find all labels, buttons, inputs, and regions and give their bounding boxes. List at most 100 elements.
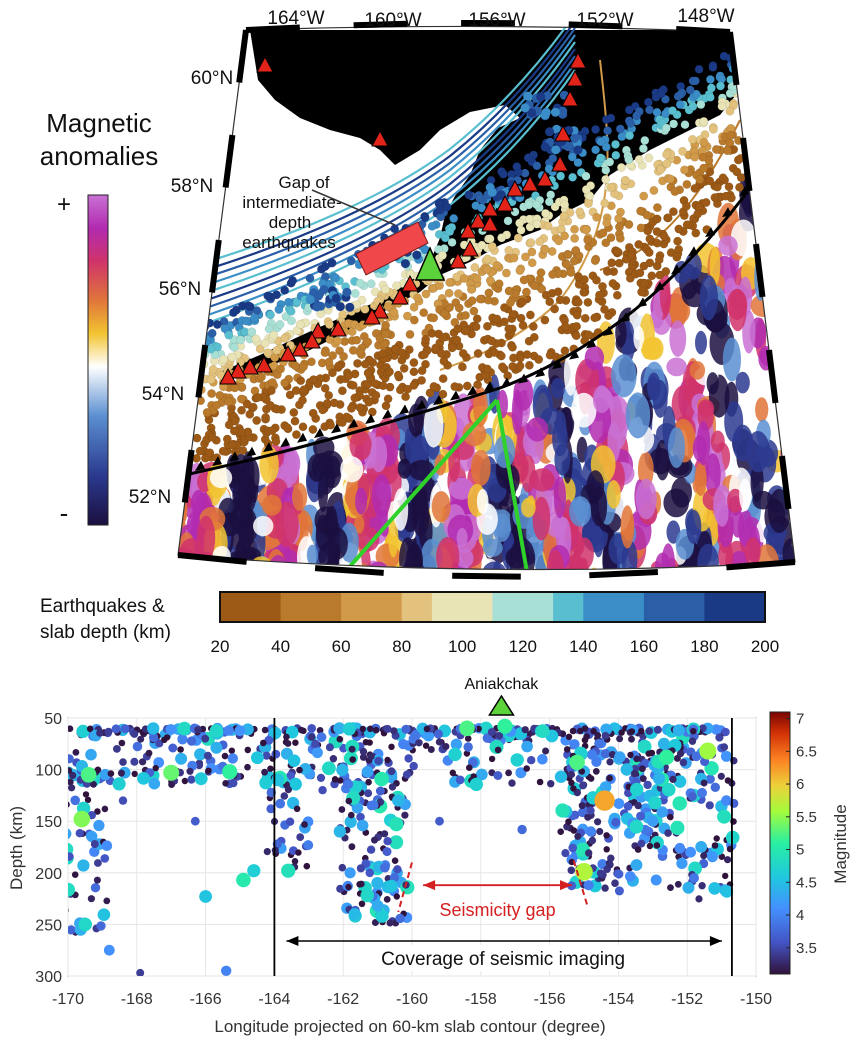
map-earthquake-dot [428,222,436,230]
section-earthquake-dot [669,776,676,783]
section-earthquake-dot [222,764,237,779]
section-earthquake-dot [594,818,601,825]
map-earthquake-dot [544,222,552,230]
section-earthquake-dot [555,803,569,817]
map-earthquake-dot [487,337,495,345]
map-earthquake-dot [261,339,269,347]
depth-colorbar-segment [432,592,463,622]
section-earthquake-dot [574,833,581,840]
magnetic-anomaly-blob [589,568,599,592]
section-earthquake-dot [222,780,229,787]
section-earthquake-dot [63,801,70,808]
section-earthquake-dot [360,726,366,732]
map-earthquake-dot [216,391,224,399]
magnetic-anomaly-blob [668,427,685,468]
map-earthquake-dot [522,288,530,296]
section-earthquake-dot [371,837,378,844]
section-earthquake-dot [673,724,685,736]
magnetic-plus-label: + [57,191,71,218]
magnetic-anomaly-blob [409,565,420,593]
magnitude-tick-label: 5.5 [796,809,817,826]
x-axis-label: Longitude projected on 60-km slab contou… [214,1017,605,1036]
section-earthquake-dot [262,727,269,734]
map-earthquake-dot [561,322,569,330]
section-earthquake-dot [579,802,586,809]
lon-label-156w: 156°W [468,10,525,31]
map-earthquake-dot [207,376,215,384]
map-earthquake-dot [441,234,449,242]
section-earthquake-dot [108,770,115,777]
map-earthquake-dot [398,349,406,357]
section-earthquake-dot [91,840,99,848]
section-earthquake-dot [630,820,644,834]
y-tick-label: 250 [35,917,62,934]
magnetic-anomaly-blob [197,516,215,561]
depth-colorbar-segment [674,592,705,622]
magnetic-anomaly-blob [457,528,468,547]
gap-annotation-line-2: intermediate- [242,193,341,212]
magnetic-anomaly-blob [780,278,798,300]
section-earthquake-dot [561,849,569,857]
section-earthquake-dot [607,855,614,862]
map-earthquake-dot [467,285,475,293]
map-earthquake-dot [193,345,201,353]
section-earthquake-dot [611,879,619,887]
map-earthquake-dot [628,251,636,259]
section-earthquake-dot [604,846,610,852]
x-tick-label: -166 [190,991,222,1008]
map-earthquake-dot [254,393,262,401]
map-earthquake-dot [570,134,579,143]
map-earthquake-dot [505,246,513,254]
section-earthquake-dot [675,881,682,888]
section-earthquake-dot [394,893,400,899]
map-earthquake-dot [683,221,691,229]
section-earthquake-dot [103,898,110,905]
section-earthquake-dot [517,825,526,834]
depth-colorbar-segment [553,592,584,622]
section-earthquake-dot [435,817,444,826]
section-earthquake-dot [295,849,301,855]
section-earthquake-dot [646,727,654,735]
map-earthquake-dot [662,124,670,132]
map-earthquake-dot [541,143,550,152]
magnetic-anomaly-blob [716,499,729,526]
map-earthquake-dot [525,215,533,223]
map-earthquake-dot [325,320,333,328]
map-earthquake-dot [572,332,580,340]
section-earthquake-dot [606,861,613,868]
map-earthquake-dot [584,331,592,339]
section-earthquake-dot [606,775,613,782]
map-earthquake-dot [454,289,462,297]
map-earthquake-dot [288,276,296,284]
magnetic-anomaly-blob [686,510,701,544]
section-earthquake-dot [680,759,688,767]
coverage-label: Coverage of seismic imaging [381,949,625,970]
section-earthquake-dot [724,856,731,863]
map-earthquake-dot [725,183,733,191]
map-earthquake-dot [351,394,359,402]
x-tick-label: -160 [396,991,428,1008]
map-earthquake-dot [737,173,745,181]
section-earthquake-dot [401,812,408,819]
map-earthquake-dot [603,127,611,135]
map-earthquake-dot [203,408,211,416]
map-earthquake-dot [625,106,633,114]
magnetic-anomaly-blob [642,337,662,360]
map-earthquake-dot [459,349,467,357]
magnetic-anomaly-blob [259,446,278,484]
map-earthquake-dot [493,315,501,323]
section-earthquake-dot [369,800,379,810]
section-earthquake-dot [614,870,623,879]
magnetic-anomaly-blob [355,488,367,515]
depth-colorbar-tick-label: 60 [332,637,351,656]
map-earthquake-dot [495,280,503,288]
section-earthquake-dot [301,821,308,828]
lat-label-58n: 58°N [171,176,213,197]
section-earthquake-dot [564,746,571,753]
map-earthquake-dot [231,417,239,425]
y-tick-label: 300 [35,969,62,986]
section-earthquake-dot [392,857,399,864]
depth-colorbar-segment [250,592,281,622]
map-earthquake-dot [533,162,541,170]
